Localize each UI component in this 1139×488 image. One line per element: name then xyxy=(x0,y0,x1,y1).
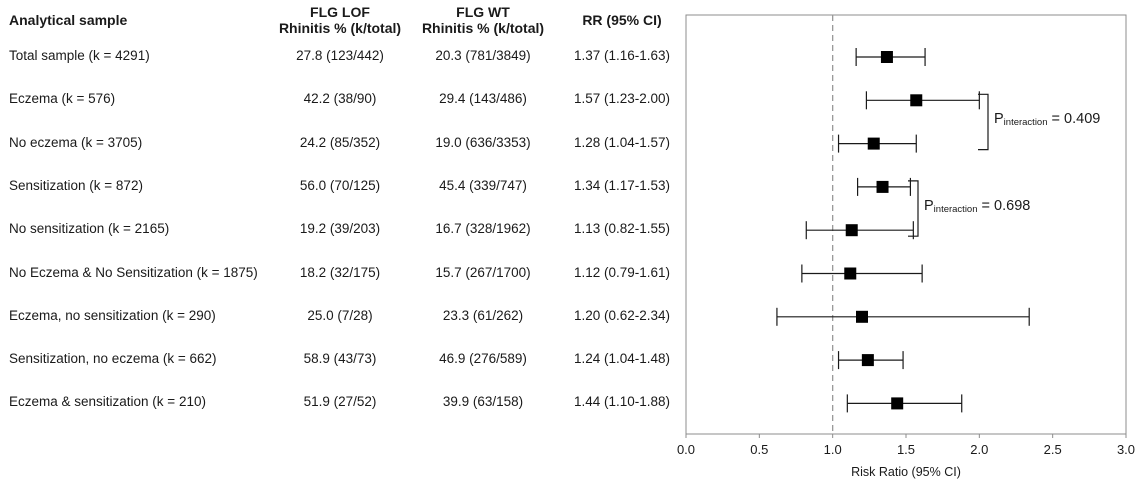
row-rr: 1.34 (1.17-1.53) xyxy=(573,177,671,193)
row-flg-lof: 27.8 (123/442) xyxy=(296,48,384,63)
row-label: No Eczema & No Sensitization (k = 1875) xyxy=(9,264,258,280)
row-flg-lof: 25.0 (7/28) xyxy=(307,307,373,323)
row-rr: 1.57 (1.23-2.00) xyxy=(573,91,671,107)
row-flg-lof: 42.2 (38/90) xyxy=(303,91,377,107)
row-flg-wt: 45.4 (339/747) xyxy=(439,177,527,193)
row-flg-wt: 20.3 (781/3849) xyxy=(435,48,531,63)
row-flg-wt: 16.7 (328/1962) xyxy=(435,221,531,237)
row-flg-wt: 23.3 (61/262) xyxy=(442,307,524,323)
interaction-bracket xyxy=(908,180,919,237)
row-label: Sensitization, no eczema (k = 662) xyxy=(9,351,217,367)
x-tick-label: 0.0 xyxy=(677,442,695,457)
row-rr: 1.37 (1.16-1.63) xyxy=(573,48,671,63)
x-tick-label: 3.0 xyxy=(1117,442,1135,457)
row-flg-lof: 19.2 (39/203) xyxy=(299,221,381,237)
x-axis-label: Risk Ratio (95% CI) xyxy=(851,465,961,479)
header-analytical-sample: Analytical sample xyxy=(9,12,128,28)
row-rr: 1.44 (1.10-1.88) xyxy=(573,394,671,410)
x-tick-label: 1.0 xyxy=(824,442,842,457)
p-interaction-label: Pinteraction = 0.409 xyxy=(994,111,1100,128)
plot-frame xyxy=(685,14,1127,435)
header-flg-wt: FLG WT Rhinitis % (k/total) xyxy=(405,4,561,36)
row-flg-lof: 58.9 (43/73) xyxy=(303,351,377,367)
rr-marker xyxy=(867,137,880,150)
row-flg-lof: 24.2 (85/352) xyxy=(299,134,381,150)
row-flg-lof: 18.2 (32/175) xyxy=(299,264,381,280)
header-flg-lof: FLG LOF Rhinitis % (k/total) xyxy=(262,4,418,36)
row-flg-wt: 15.7 (267/1700) xyxy=(435,264,531,280)
rr-marker xyxy=(861,354,874,367)
row-flg-wt: 39.9 (63/158) xyxy=(442,394,524,410)
x-tick-label: 2.5 xyxy=(1044,442,1062,457)
p-symbol: P xyxy=(994,110,1004,127)
rr-marker xyxy=(856,310,868,323)
row-rr: 1.28 (1.04-1.57) xyxy=(573,134,671,150)
rr-marker xyxy=(845,224,858,237)
row-label: Sensitization (k = 872) xyxy=(9,177,143,193)
row-flg-wt: 46.9 (276/589) xyxy=(439,351,527,367)
rr-marker xyxy=(910,94,923,107)
row-rr: 1.13 (0.82-1.55) xyxy=(573,221,671,237)
p-subscript: interaction xyxy=(1003,116,1048,128)
row-label: Eczema (k = 576) xyxy=(9,91,116,107)
header-rr: RR (95% CI) xyxy=(582,12,662,28)
row-label: No sensitization (k = 2165) xyxy=(9,221,170,237)
p-value: = 0.409 xyxy=(1047,110,1101,127)
header-flg-lof-line2: Rhinitis % (k/total) xyxy=(278,20,402,36)
x-tick-label: 0.5 xyxy=(750,442,768,457)
p-value: = 0.698 xyxy=(977,197,1031,214)
row-flg-wt: 29.4 (143/486) xyxy=(439,91,527,107)
row-flg-lof: 51.9 (27/52) xyxy=(303,394,377,410)
rr-marker xyxy=(880,51,893,63)
rr-marker xyxy=(876,180,889,193)
row-label: Eczema, no sensitization (k = 290) xyxy=(9,307,216,323)
rr-marker xyxy=(844,267,857,280)
row-label: Total sample (k = 4291) xyxy=(9,48,150,63)
x-tick-label: 2.0 xyxy=(970,442,988,457)
rr-marker xyxy=(891,397,904,410)
row-rr: 1.12 (0.79-1.61) xyxy=(573,264,671,280)
row-label: Eczema & sensitization (k = 210) xyxy=(9,394,206,410)
row-rr: 1.24 (1.04-1.48) xyxy=(573,351,671,367)
row-label: No eczema (k = 3705) xyxy=(9,134,143,150)
row-rr: 1.20 (0.62-2.34) xyxy=(573,307,671,323)
row-flg-wt: 19.0 (636/3353) xyxy=(435,134,531,150)
p-symbol: P xyxy=(924,197,934,214)
header-flg-wt-line2: Rhinitis % (k/total) xyxy=(421,20,545,36)
interaction-bracket xyxy=(978,93,989,151)
x-tick-label: 1.5 xyxy=(897,442,915,457)
header-flg-wt-line1: FLG WT xyxy=(456,4,510,20)
p-interaction-label: Pinteraction = 0.698 xyxy=(924,198,1030,215)
header-flg-lof-line1: FLG LOF xyxy=(310,4,370,20)
row-flg-lof: 56.0 (70/125) xyxy=(299,177,381,193)
p-subscript: interaction xyxy=(933,203,978,215)
